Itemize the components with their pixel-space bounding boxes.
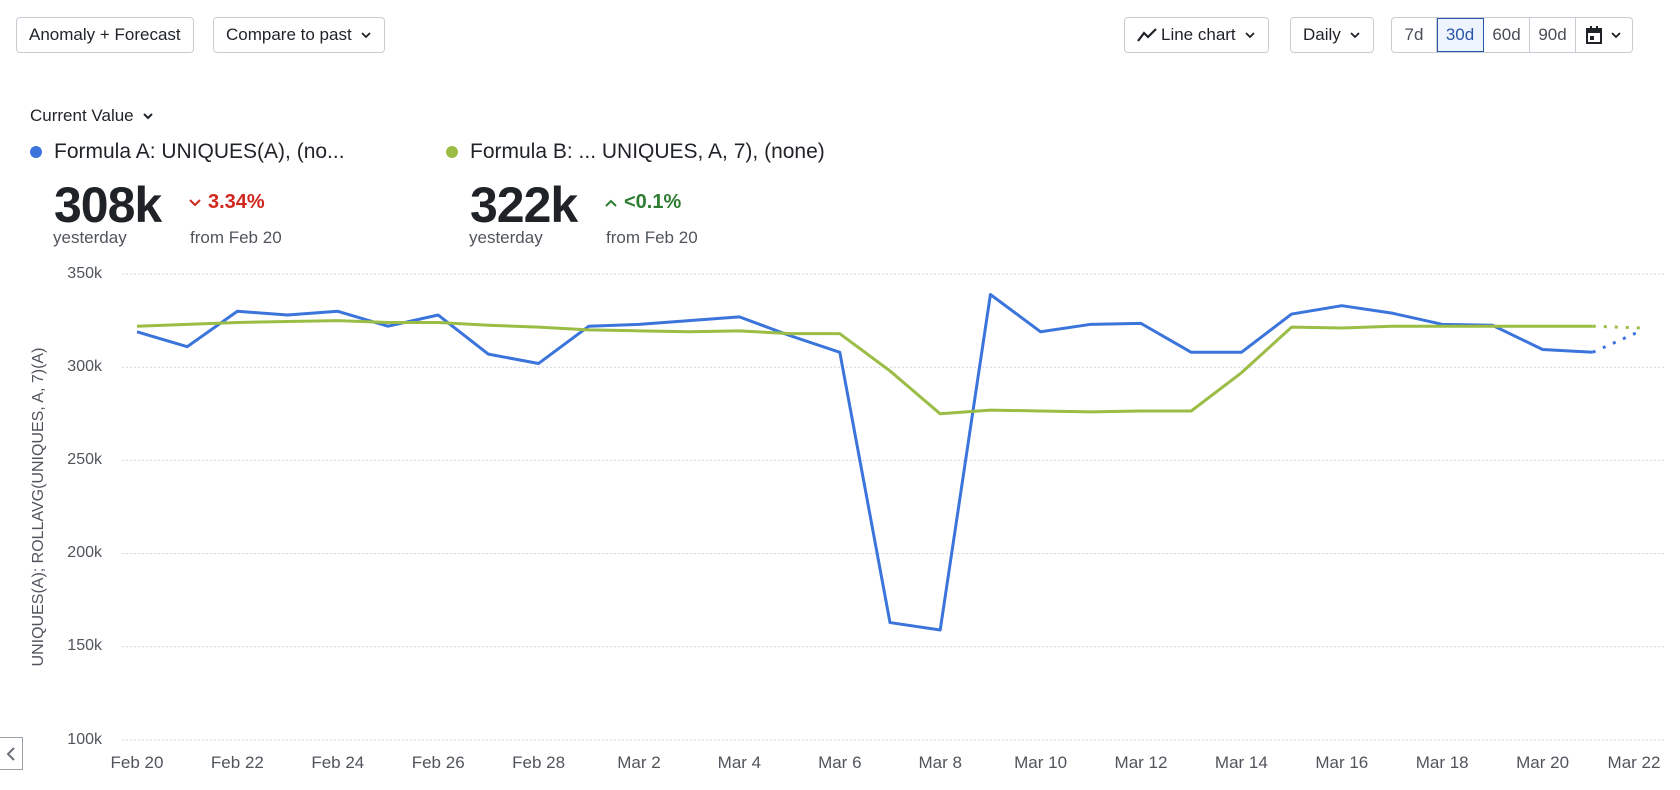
x-tick-label: Mar 12 [1114, 753, 1168, 772]
series-a-delta-value: 3.34% [208, 191, 265, 213]
series-b-summary: Formula B: ... UNIQUES, A, 7), (none) 32… [446, 140, 825, 247]
range-90d[interactable]: 90d [1530, 18, 1576, 52]
series-a-line[interactable] [136, 293, 1593, 632]
range-30d[interactable]: 30d [1437, 18, 1484, 52]
range-60d[interactable]: 60d [1484, 18, 1530, 52]
x-tick-label: Feb 20 [110, 753, 164, 772]
arrow-up-icon [605, 199, 617, 207]
x-tick-label: Feb 24 [311, 753, 365, 772]
chevron-down-icon [1350, 32, 1360, 39]
chevron-down-icon [142, 113, 153, 120]
compare-label: Compare to past [226, 25, 352, 44]
x-tick-label: Mar 18 [1415, 753, 1469, 772]
y-tick-250k: 250k [67, 451, 102, 468]
range-label: 60d [1492, 25, 1521, 44]
series-a-dot-icon [30, 146, 42, 158]
x-tick-label: Feb 22 [210, 753, 264, 772]
series-b-name: Formula B: ... UNIQUES, A, 7), (none) [470, 140, 825, 163]
series-b-legend[interactable]: Formula B: ... UNIQUES, A, 7), (none) [446, 140, 825, 164]
range-7d[interactable]: 7d [1392, 18, 1437, 52]
series-b-delta: <0.1% [604, 191, 681, 214]
series-b-dot-icon [446, 146, 458, 158]
scroll-left-button[interactable] [0, 737, 23, 770]
chart-type-label: Line chart [1161, 25, 1236, 44]
line-chart-icon [1137, 28, 1157, 42]
y-tick-100k: 100k [67, 731, 102, 748]
series-a-summary: Formula A: UNIQUES(A), (no... 308k 3.34%… [30, 140, 345, 247]
series-b-delta-caption: from Feb 20 [606, 228, 698, 247]
y-tick-350k: 350k [67, 265, 102, 282]
x-tick-label: Mar 10 [1014, 753, 1068, 772]
anomaly-forecast-button[interactable]: Anomaly + Forecast [16, 17, 194, 53]
series-b-line[interactable] [136, 319, 1593, 416]
compare-to-past-dropdown[interactable]: Compare to past [213, 17, 385, 53]
x-tick-label: Mar 2 [617, 753, 661, 772]
x-tick-label: Mar 4 [717, 753, 762, 772]
chevron-left-icon [6, 746, 15, 761]
custom-date-range-dropdown[interactable] [1576, 18, 1632, 52]
arrow-down-icon [189, 198, 201, 206]
series-b-value: 322k [470, 177, 578, 233]
chevron-down-icon [1611, 32, 1621, 39]
calendar-icon [1586, 26, 1602, 44]
y-tick-150k: 150k [67, 637, 102, 654]
range-label: 7d [1404, 25, 1424, 44]
range-label: 30d [1445, 25, 1475, 44]
x-tick-label: Mar 14 [1214, 753, 1268, 772]
x-tick-label: Mar 22 [1607, 753, 1661, 772]
series-a-delta: 3.34% [188, 191, 265, 214]
interval-dropdown[interactable]: Daily [1290, 17, 1374, 53]
series-b-delta-value: <0.1% [624, 191, 682, 213]
x-tick-label: Mar 16 [1315, 753, 1369, 772]
chevron-down-icon [1245, 32, 1255, 39]
series-a-value: 308k [54, 177, 162, 233]
interval-label: Daily [1303, 25, 1341, 44]
x-tick-label: Mar 20 [1516, 753, 1570, 772]
series-a-legend[interactable]: Formula A: UNIQUES(A), (no... [30, 140, 345, 164]
series-a-delta-caption: from Feb 20 [190, 228, 282, 247]
series-b-forecast [1592, 324, 1644, 330]
current-value-label: Current Value [30, 106, 134, 125]
series-b-value-caption: yesterday [469, 228, 543, 247]
series-a-value-caption: yesterday [53, 228, 127, 247]
date-range-selector: 7d 30d 60d 90d [1391, 17, 1633, 53]
x-tick-label: Mar 6 [818, 753, 862, 772]
range-label: 90d [1538, 25, 1567, 44]
y-tick-300k: 300k [67, 358, 102, 375]
x-tick-label: Feb 26 [411, 753, 465, 772]
x-tick-label: Mar 8 [918, 753, 962, 772]
chart-type-dropdown[interactable]: Line chart [1124, 17, 1269, 53]
series-a-forecast [1592, 328, 1644, 354]
y-tick-200k: 200k [67, 544, 102, 561]
x-tick-label: Feb 28 [512, 753, 566, 772]
chevron-down-icon [361, 32, 371, 39]
anomaly-forecast-label: Anomaly + Forecast [29, 25, 181, 44]
current-value-dropdown[interactable]: Current Value [30, 106, 154, 126]
series-a-name: Formula A: UNIQUES(A), (no... [54, 140, 345, 163]
